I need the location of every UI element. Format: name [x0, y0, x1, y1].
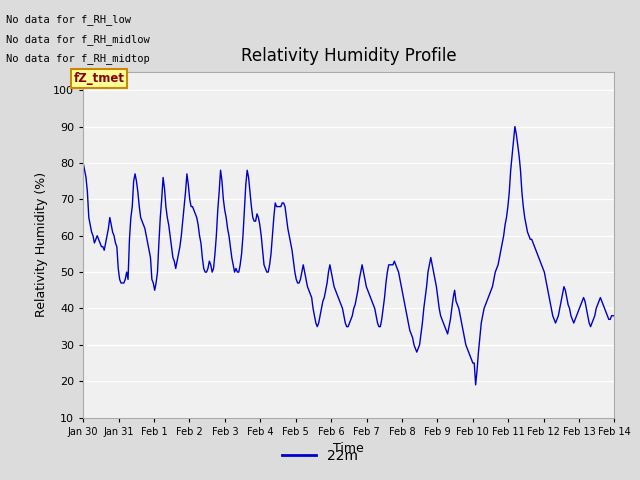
Y-axis label: Relativity Humidity (%): Relativity Humidity (%)	[35, 172, 47, 317]
Text: fZ_tmet: fZ_tmet	[74, 72, 125, 85]
Text: No data for f_RH_midlow: No data for f_RH_midlow	[6, 34, 150, 45]
Legend: 22m: 22m	[276, 443, 364, 468]
Text: No data for f_RH_low: No data for f_RH_low	[6, 14, 131, 25]
Text: No data for f_RH_midtop: No data for f_RH_midtop	[6, 53, 150, 64]
Title: Relativity Humidity Profile: Relativity Humidity Profile	[241, 47, 456, 65]
X-axis label: Time: Time	[333, 442, 364, 455]
